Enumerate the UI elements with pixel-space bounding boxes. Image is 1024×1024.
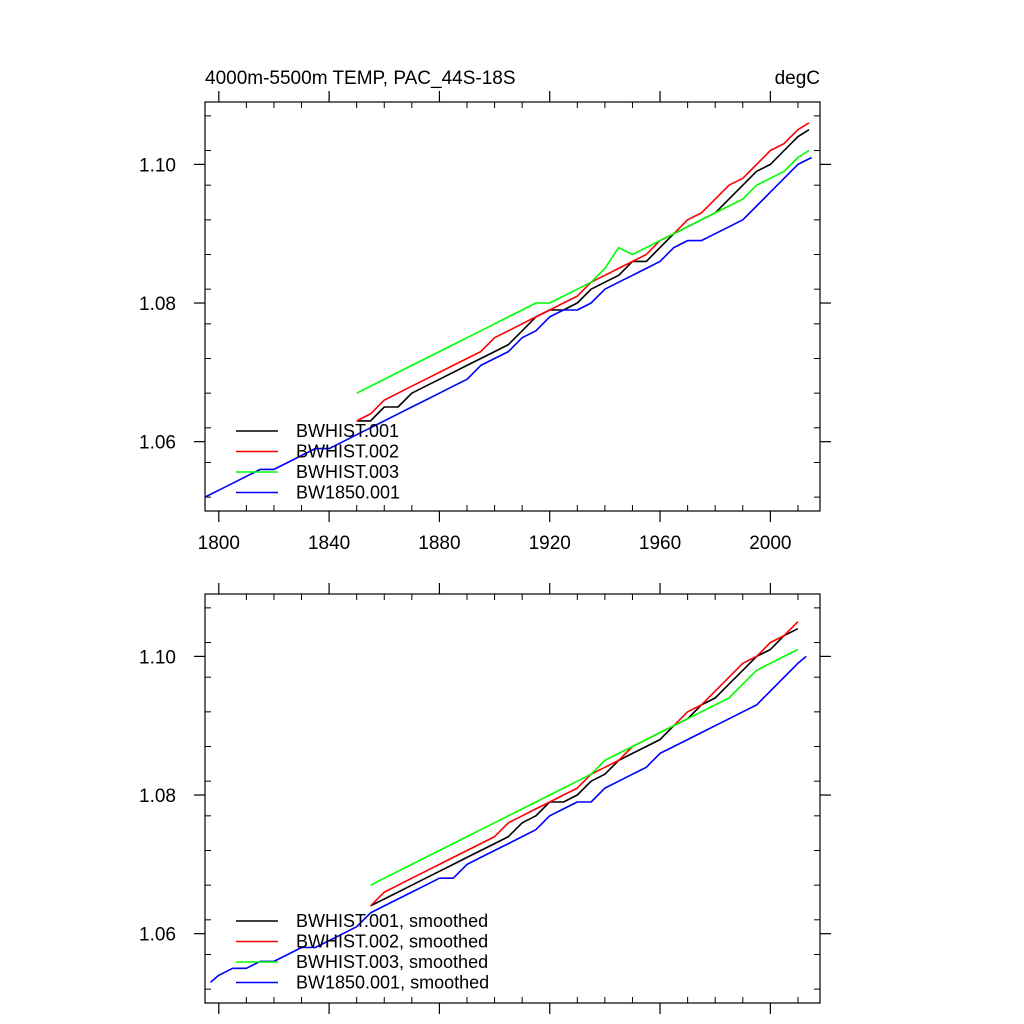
y-tick-label: 1.08: [139, 294, 176, 315]
y-tick-label: 1.10: [139, 647, 176, 668]
x-tick-label: 1960: [639, 533, 681, 554]
top-panel: 4000m-5500m TEMP, PAC_44S-18S degC 1800 1…: [139, 68, 831, 554]
y-tick-label: 1.08: [139, 786, 176, 807]
bottom-panel-series: [209, 621, 807, 983]
legend-label: BWHIST.001: [296, 421, 399, 441]
x-tick-label: 1880: [418, 533, 460, 554]
y-tick-label: 1.10: [139, 155, 176, 176]
y-tick-label: 1.06: [139, 925, 176, 946]
legend-label: BWHIST.003, smoothed: [296, 952, 488, 972]
top-panel-series: [204, 122, 813, 498]
chart-title: 4000m-5500m TEMP, PAC_44S-18S: [205, 68, 516, 89]
legend-label: BWHIST.001, smoothed: [296, 911, 488, 931]
legend-label: BW1850.001: [296, 483, 400, 503]
legend-label: BWHIST.002, smoothed: [296, 932, 488, 952]
series-line-4: [204, 156, 813, 498]
series-line-1: [356, 129, 810, 422]
series-line-1: [370, 627, 799, 907]
bottom-panel-ticks: [194, 583, 831, 1014]
series-line-3: [356, 149, 810, 394]
x-tick-label: 1920: [529, 533, 571, 554]
legend-label: BWHIST.002: [296, 442, 399, 462]
x-tick-label: 1800: [198, 533, 240, 554]
x-tick-label: 1840: [308, 533, 350, 554]
top-panel-tick-labels: 1800 1840 1880 1920 1960 2000 1.06 1.08 1.10: [139, 155, 791, 554]
bottom-panel: 1.061.081.10 BWHIST.001, smoothedBWHIST.…: [139, 583, 831, 1014]
bottom-panel-tick-labels: 1.06 1.08 1.10: [139, 647, 176, 945]
bottom-panel-frame: [204, 593, 821, 1004]
units-label: degC: [775, 68, 820, 89]
y-tick-label: 1.06: [139, 433, 176, 454]
top-panel-ticks: [194, 91, 831, 522]
legend-label: BWHIST.003: [296, 462, 399, 482]
series-line-2: [369, 621, 799, 907]
legend-label: BW1850.001, smoothed: [296, 973, 489, 993]
series-line-4: [209, 655, 807, 983]
series-line-3: [370, 648, 799, 886]
top-panel-frame: [204, 101, 821, 512]
series-line-2: [356, 122, 810, 422]
x-tick-label: 2000: [749, 533, 791, 554]
